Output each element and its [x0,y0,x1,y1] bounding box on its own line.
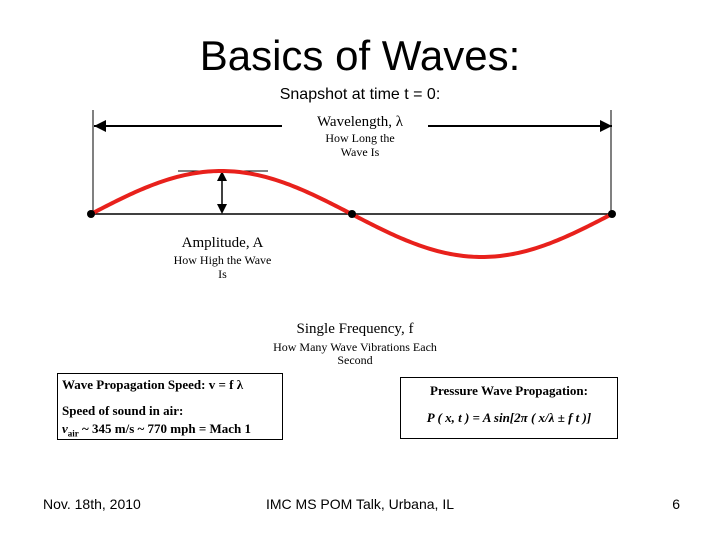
wavelength-arrowhead-right [600,120,612,132]
speed-of-sound-value: vair ~ 345 m/s ~ 770 mph = Mach 1 [62,421,278,439]
footer-event: IMC MS POM Talk, Urbana, IL [265,496,454,512]
speed-of-sound-label: Speed of sound in air: [62,403,184,418]
pressure-wave-box: Pressure Wave Propagation: P ( x, t ) = … [400,377,618,439]
amplitude-desc-line1: How High the Wave [173,253,272,267]
pressure-wave-title: Pressure Wave Propagation: [430,383,588,398]
wavelength-desc-line1: How Long the [325,131,395,145]
speed-of-sound-rest: ~ 345 m/s ~ 770 mph = Mach 1 [78,421,252,436]
wave-node-start [87,210,95,218]
wavelength-arrowhead-left [94,120,106,132]
wave-node-middle [348,210,356,218]
frequency-desc-line2: Second [337,353,373,367]
wavelength-label: Wavelength, λ [316,114,404,130]
slide-title: Basics of Waves: [199,32,521,79]
frequency-label: Single Frequency, f [296,321,414,337]
speed-var-v: v [62,421,68,436]
amplitude-desc-line2: Is [218,267,227,281]
page-number: 6 [672,496,680,512]
wave-speed-formula: Wave Propagation Speed: v = f λ [62,377,244,392]
wave-node-end [608,210,616,218]
amplitude-label: Amplitude, A [181,235,264,251]
slide-subtitle: Snapshot at time t = 0: [279,86,441,103]
pressure-wave-equation: P ( x, t ) = A sin[2π ( x/λ ± f t )] [426,410,592,425]
footer-date: Nov. 18th, 2010 [43,496,141,512]
amplitude-arrowhead-top [217,171,227,181]
amplitude-arrowhead-bottom [217,204,227,214]
wavelength-desc-line2: Wave Is [340,145,380,159]
frequency-desc-line1: How Many Wave Vibrations Each [273,340,437,354]
wave-speed-box: Wave Propagation Speed: v = f λ Speed of… [57,373,283,440]
speed-var-subscript: air [67,428,79,439]
